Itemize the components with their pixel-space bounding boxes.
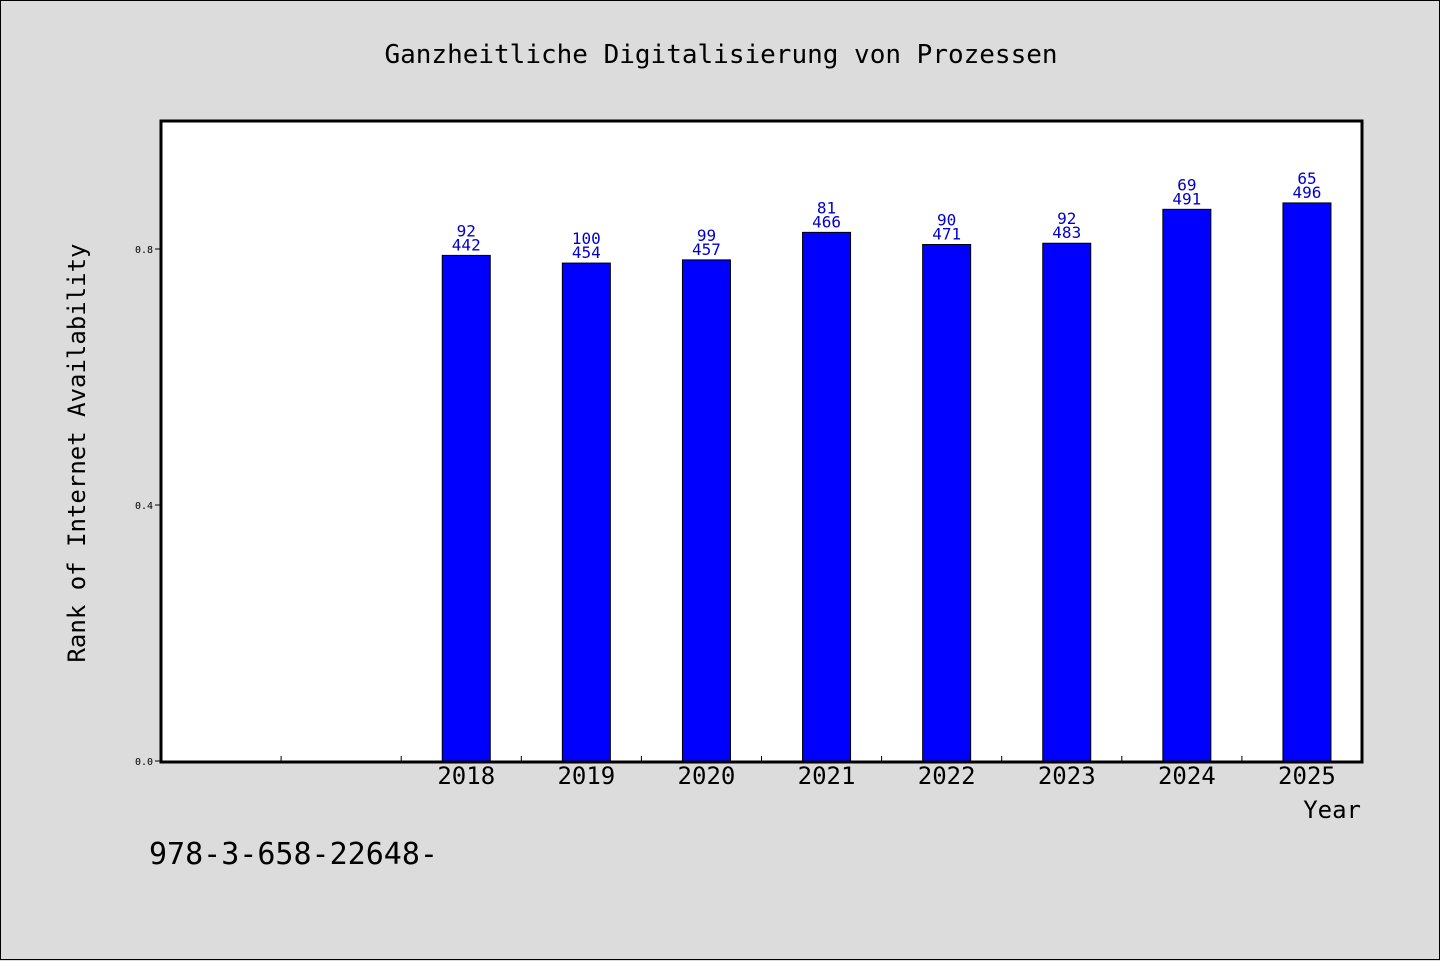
bar-2020 [681, 259, 731, 762]
bar-label-bottom: 466 [812, 212, 841, 231]
bar-label-top: 90 [937, 211, 956, 230]
bar-2024 [1162, 208, 1212, 762]
x-axis-label: Year [1303, 796, 1361, 824]
bar-label-bottom: 496 [1292, 183, 1321, 202]
bar-label-bottom: 471 [932, 225, 961, 244]
bar-2023 [1042, 242, 1092, 762]
y-tick-label: 0.8 [135, 245, 153, 256]
y-axis-label: Rank of Internet Availability [63, 243, 91, 662]
y-axis-ticks: 0.0 0.4 0.8 [135, 245, 161, 768]
chart-title: Ganzheitliche Digitalisierung von Prozes… [384, 40, 1057, 70]
x-tick-label: 2023 [1038, 762, 1096, 790]
x-tick-label: 2018 [437, 762, 495, 790]
bar-2019 [561, 262, 611, 762]
y-tick-label: 0.4 [135, 501, 153, 512]
bar-label-top: 65 [1297, 169, 1316, 188]
bar-2025 [1282, 202, 1332, 762]
x-axis-minor-ticks [280, 756, 1243, 762]
bar-label-bottom: 442 [452, 235, 481, 254]
x-tick-label: 2019 [557, 762, 615, 790]
bar-label-top: 92 [457, 221, 476, 240]
bar-label-bottom: 457 [692, 240, 721, 259]
plot-area [159, 119, 1364, 764]
bar-label-bottom: 491 [1172, 189, 1201, 208]
x-tick-label: 2022 [918, 762, 976, 790]
x-tick-label: 2021 [798, 762, 856, 790]
y-tick-label: 0.0 [135, 757, 153, 768]
bar-2021 [802, 231, 852, 762]
bar-2018 [441, 254, 491, 762]
x-tick-label: 2024 [1158, 762, 1216, 790]
bar-label-bottom: 454 [572, 243, 601, 262]
x-tick-label: 2020 [678, 762, 736, 790]
bar-label-bottom: 483 [1052, 223, 1081, 242]
bar-label-top: 92 [1057, 209, 1076, 228]
bar-label-top: 81 [817, 198, 836, 217]
bar-label-top: 69 [1177, 175, 1196, 194]
bar-label-top: 99 [697, 226, 716, 245]
footer-text: 978-3-658-22648- [149, 837, 438, 872]
x-tick-label: 2025 [1278, 762, 1336, 790]
x-axis-labels: 2018 2019 2020 2021 2022 2023 2024 2025 [437, 762, 1335, 790]
bar-2022 [922, 244, 972, 762]
bars [441, 202, 1332, 762]
bar-label-top: 100 [572, 229, 601, 248]
